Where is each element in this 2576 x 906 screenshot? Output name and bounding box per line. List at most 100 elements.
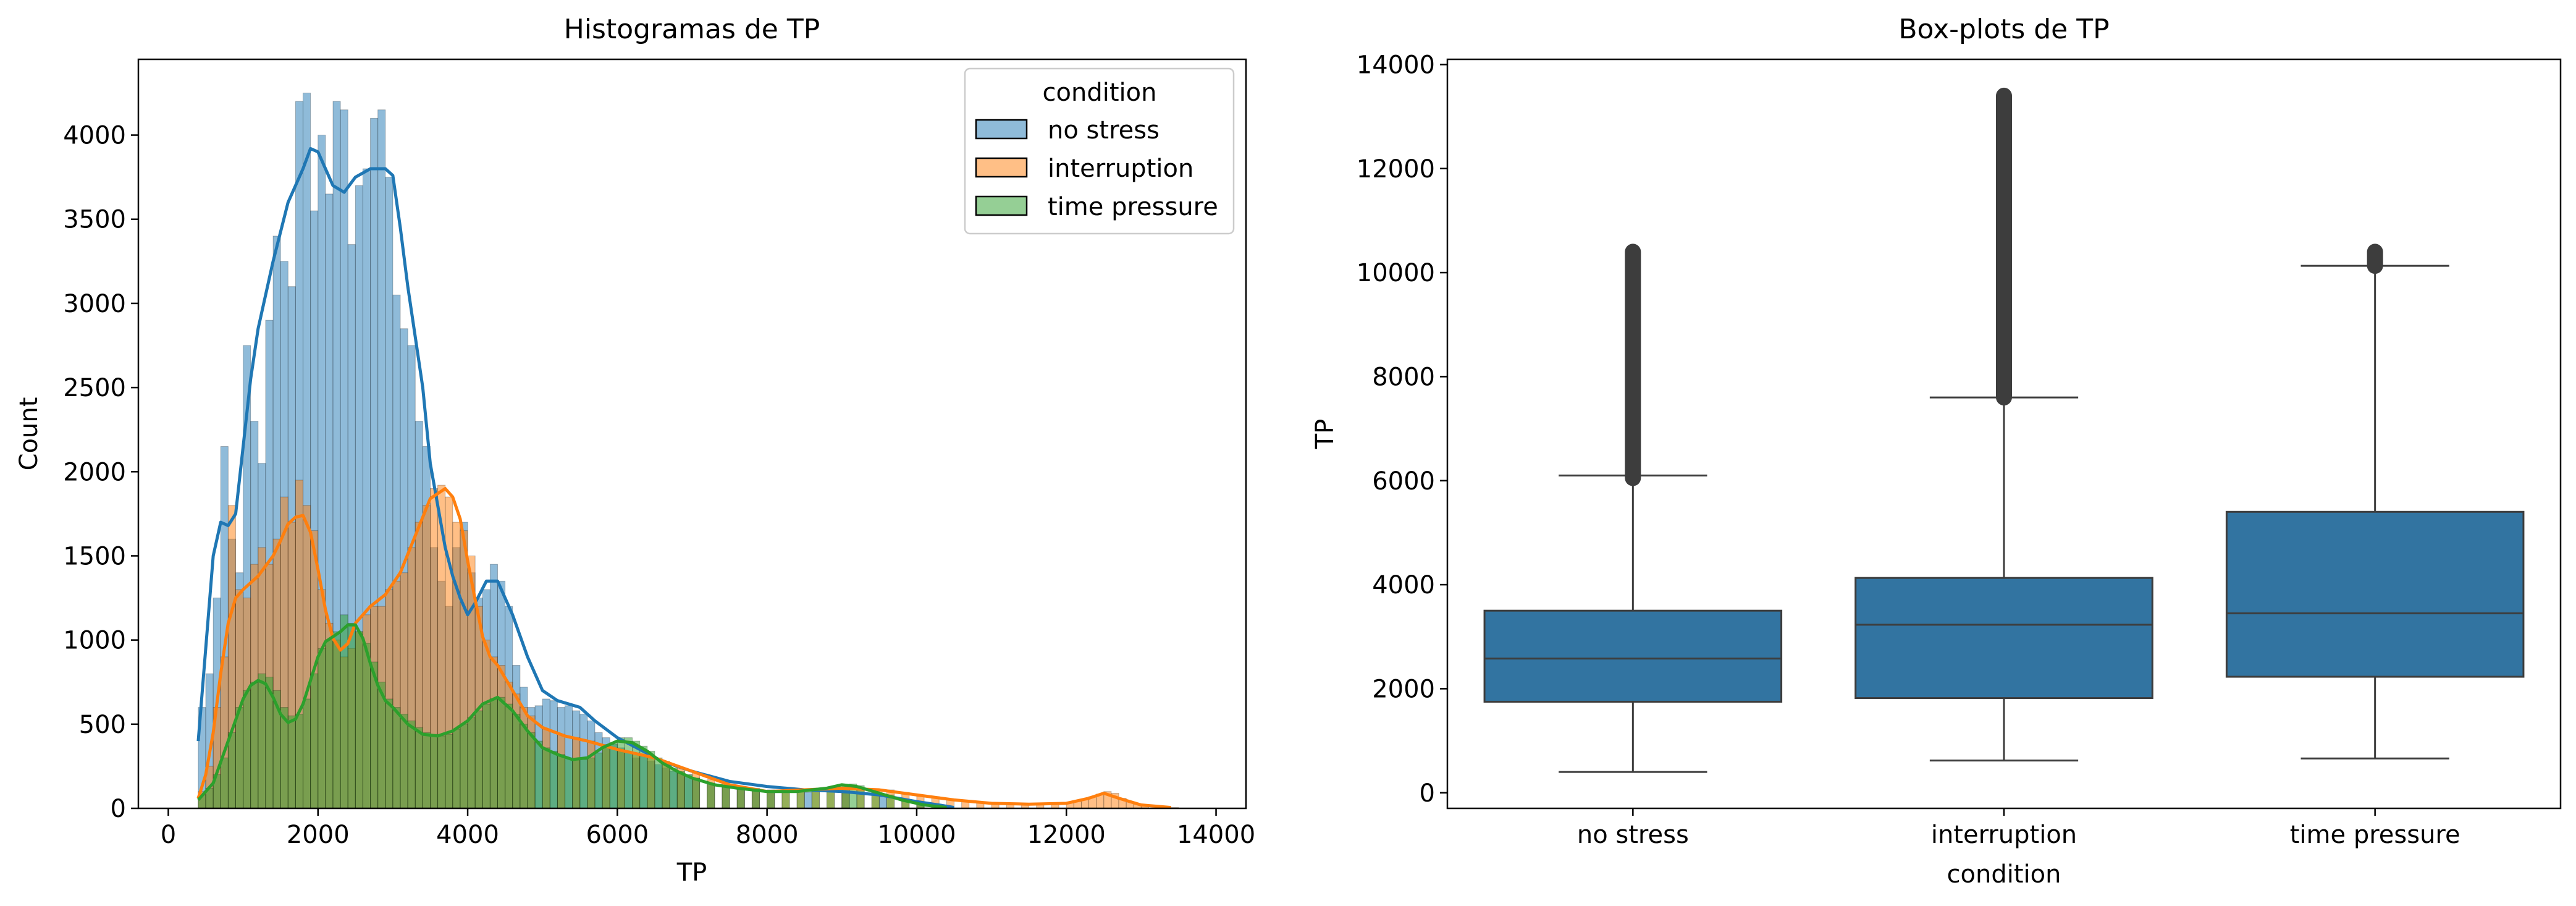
histogram-bar bbox=[781, 791, 790, 809]
iqr-box bbox=[1483, 609, 1783, 703]
histogram-bar bbox=[632, 740, 641, 809]
histogram-bar bbox=[474, 710, 483, 809]
boxplot-x-axis-label: condition bbox=[1947, 860, 2061, 889]
histogram-bar bbox=[542, 747, 550, 809]
y-tick-label: 6000 bbox=[1372, 467, 1435, 496]
histogram-bar bbox=[482, 703, 490, 809]
histogram-bar bbox=[505, 703, 513, 809]
x-tick-label: interruption bbox=[1931, 821, 2077, 849]
histogram-bar bbox=[669, 768, 678, 809]
histogram-bar bbox=[385, 698, 394, 809]
histogram-bar bbox=[303, 698, 311, 809]
histogram-bar bbox=[310, 673, 319, 809]
histogram-bar bbox=[452, 729, 461, 809]
histogram-bar bbox=[325, 640, 334, 809]
x-tick-label: 6000 bbox=[586, 821, 649, 849]
y-tick-label: 3500 bbox=[63, 206, 126, 234]
histogram-bar bbox=[392, 707, 401, 809]
histogram-bar bbox=[445, 734, 453, 809]
histogram-bar bbox=[489, 698, 499, 809]
y-tick-label: 4000 bbox=[1372, 571, 1435, 599]
histogram-bar bbox=[534, 740, 543, 809]
histogram-bars-time-pressure bbox=[198, 614, 955, 809]
legend-title: condition bbox=[1043, 78, 1157, 107]
histogram-bar bbox=[707, 782, 715, 809]
x-tick-label: 12000 bbox=[1027, 821, 1106, 849]
boxplot-boxes bbox=[1483, 87, 2525, 773]
y-tick-label: 500 bbox=[79, 711, 126, 739]
y-tick-label: 2000 bbox=[63, 458, 126, 486]
legend-label-time-pressure: time pressure bbox=[1048, 193, 1218, 221]
x-tick-label: 10000 bbox=[877, 821, 956, 849]
y-tick-label: 4000 bbox=[63, 122, 126, 150]
boxplot-x-ticks: no stress interruption time pressure bbox=[1577, 808, 2460, 849]
histogram-bar bbox=[318, 648, 326, 809]
boxplot-panel: no stress interruption time pressure 0 2000… bbox=[1311, 14, 2562, 889]
histogram-kde-curves bbox=[196, 146, 1172, 810]
y-tick-label: 1000 bbox=[63, 627, 126, 655]
histogram-bar bbox=[736, 787, 745, 809]
y-tick-label: 0 bbox=[111, 795, 126, 823]
histogram-bar bbox=[243, 690, 251, 809]
outlier-points bbox=[1625, 243, 1641, 486]
histogram-bar bbox=[654, 757, 663, 809]
histogram-bar bbox=[557, 754, 566, 809]
histogram-bar bbox=[549, 750, 558, 809]
histogram-bar bbox=[287, 715, 296, 809]
legend-frame bbox=[964, 67, 1235, 235]
histogram-bar bbox=[520, 724, 528, 809]
histogram-bar bbox=[437, 735, 446, 809]
histogram-bar bbox=[647, 750, 655, 809]
histogram-y-axis-label: Count bbox=[15, 397, 43, 471]
histogram-bar bbox=[878, 796, 887, 809]
histogram-bar bbox=[497, 696, 506, 809]
x-tick-label: 14000 bbox=[1177, 821, 1255, 849]
y-tick-label: 12000 bbox=[1357, 155, 1435, 184]
legend-swatch-time-pressure bbox=[975, 195, 1028, 216]
x-tick-label: 0 bbox=[161, 821, 176, 849]
histogram-x-axis-label: TP bbox=[676, 858, 707, 887]
y-tick-label: 3000 bbox=[63, 290, 126, 318]
boxplot-no-stress bbox=[1483, 243, 1783, 773]
kde-line-interruption bbox=[196, 487, 1172, 810]
histogram-bar bbox=[751, 789, 760, 809]
outlier-points bbox=[1996, 87, 2012, 406]
outlier-points bbox=[2367, 243, 2383, 274]
histogram-bar bbox=[602, 747, 610, 809]
histogram-bar bbox=[415, 727, 423, 809]
histogram-bar bbox=[407, 720, 416, 809]
histogram-bar bbox=[332, 631, 341, 809]
histogram-bar bbox=[662, 762, 670, 809]
histogram-bar bbox=[796, 790, 805, 809]
boxplot-interruption bbox=[1854, 87, 2153, 762]
legend-swatch-interruption bbox=[975, 157, 1028, 178]
histogram-axes-frame bbox=[137, 58, 1247, 810]
histogram-bar bbox=[594, 752, 603, 809]
histogram-panel: 0 2000 4000 6000 8000 10000 12000 14000 0 500 100… bbox=[15, 14, 1255, 887]
histogram-bar bbox=[722, 785, 730, 809]
histogram-bar bbox=[579, 759, 588, 809]
histogram-bar bbox=[235, 707, 244, 809]
y-tick-label: 0 bbox=[1420, 779, 1435, 808]
histogram-title: Histogramas de TP bbox=[564, 14, 820, 45]
histogram-bar bbox=[400, 713, 408, 809]
x-tick-label: no stress bbox=[1577, 821, 1689, 849]
boxplot-title: Box-plots de TP bbox=[1898, 14, 2109, 45]
histogram-bar bbox=[572, 759, 581, 809]
histogram-bar bbox=[676, 771, 685, 809]
histogram-bar bbox=[460, 724, 468, 809]
histogram-bar bbox=[804, 792, 812, 809]
histogram-bar bbox=[565, 757, 573, 809]
histogram-bar bbox=[692, 777, 701, 809]
histogram-bar bbox=[227, 732, 236, 809]
histogram-bar bbox=[527, 732, 536, 809]
kde-line-time-pressure bbox=[197, 623, 947, 810]
histogram-bar bbox=[811, 789, 820, 809]
histogram-bar bbox=[467, 717, 476, 809]
histogram-y-ticks: 0 500 1000 1500 2000 2500 3000 3500 4000 bbox=[63, 122, 138, 823]
histogram-bar bbox=[609, 742, 618, 809]
legend: condition no stress interruption time pr… bbox=[964, 67, 1235, 235]
y-tick-label: 10000 bbox=[1357, 259, 1435, 287]
y-tick-label: 1500 bbox=[63, 542, 126, 570]
histogram-bar bbox=[624, 737, 633, 809]
